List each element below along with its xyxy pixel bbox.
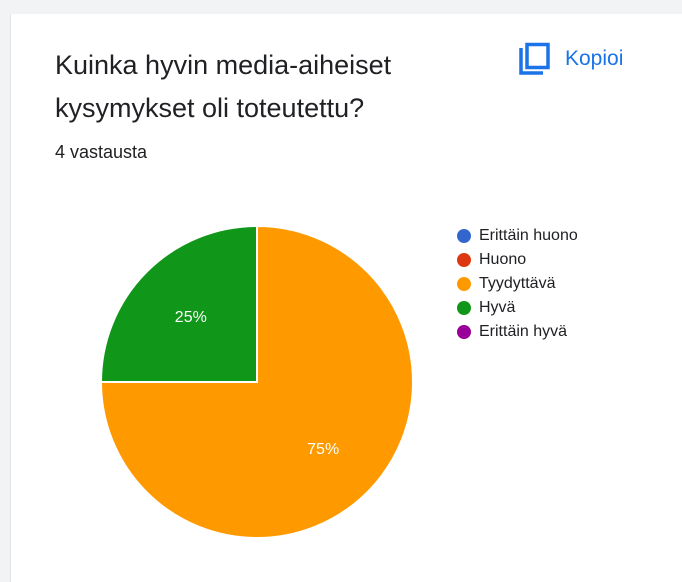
legend-label: Huono (479, 251, 527, 268)
question-card: Kuinka hyvin media-aiheiset kysymykset o… (10, 14, 682, 582)
legend-label: Erittäin huono (479, 227, 578, 244)
legend-item-tyydyttava[interactable]: Tyydyttävä (457, 272, 578, 296)
pie-label-tyydyttava: 75% (307, 441, 339, 458)
chart-legend: Erittäin huono Huono Tyydyttävä Hyvä Erittäi… (457, 224, 578, 344)
legend-item-erittain-huono[interactable]: Erittäin huono (457, 224, 578, 248)
pie-chart: 75% 25% (99, 224, 414, 539)
legend-swatch (457, 253, 471, 267)
legend-item-huono[interactable]: Huono (457, 248, 578, 272)
pie-slice-hyva[interactable] (99, 224, 258, 383)
legend-label: Erittäin hyvä (479, 323, 568, 340)
legend-item-erittain-hyva[interactable]: Erittäin hyvä (457, 320, 578, 344)
legend-label: Hyvä (479, 299, 516, 316)
pie-label-hyva: 25% (175, 309, 207, 326)
legend-item-hyva[interactable]: Hyvä (457, 296, 578, 320)
legend-swatch (457, 325, 471, 339)
pie-slice-tyydyttava[interactable] (99, 224, 414, 539)
copy-button[interactable]: Kopioi (517, 42, 623, 76)
legend-swatch (457, 277, 471, 291)
copy-button-label: Kopioi (565, 47, 624, 70)
legend-label: Tyydyttävä (479, 275, 556, 292)
question-title: Kuinka hyvin media-aiheiset kysymykset o… (55, 50, 392, 123)
copy-icon (519, 42, 550, 75)
response-count: 4 vastausta (55, 142, 148, 162)
legend-swatch (457, 229, 471, 243)
legend-swatch (457, 301, 471, 315)
